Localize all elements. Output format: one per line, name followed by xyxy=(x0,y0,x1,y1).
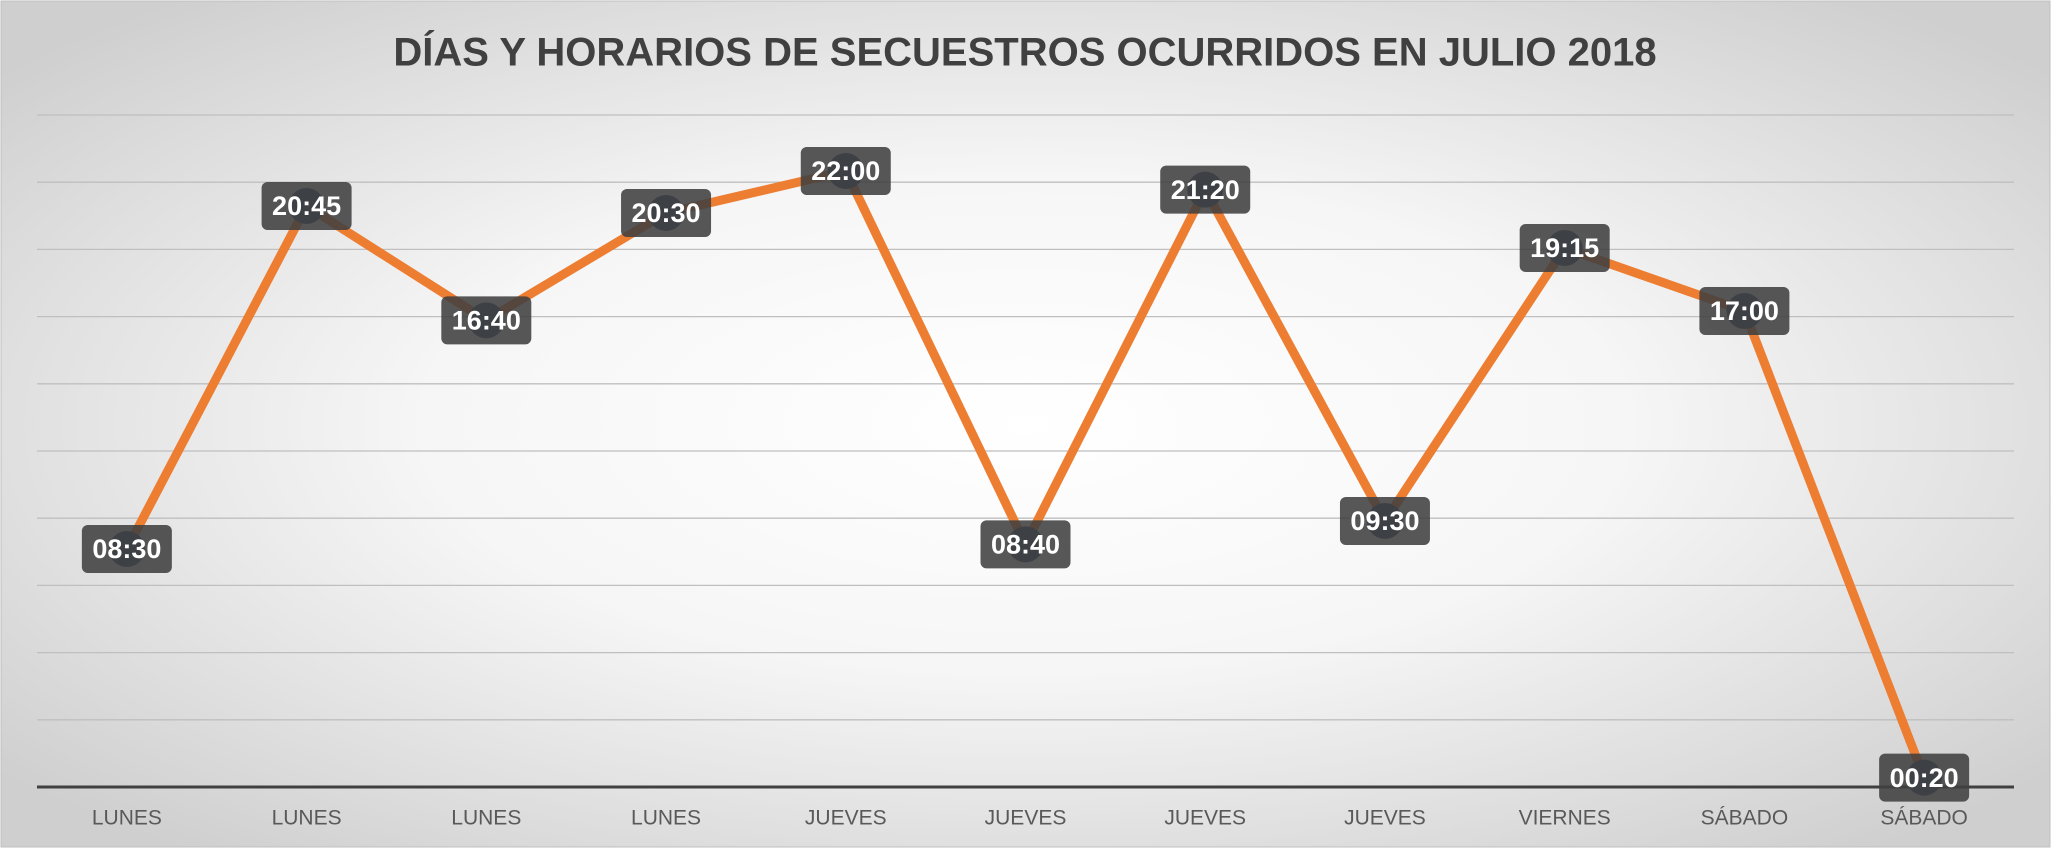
data-label: 20:45 xyxy=(272,191,341,221)
data-label-box xyxy=(441,296,532,345)
data-label-box xyxy=(1160,165,1251,214)
data-label: 00:20 xyxy=(1890,763,1959,793)
data-label: 08:30 xyxy=(92,534,161,564)
data-label-box xyxy=(1519,224,1610,272)
x-tick-label: LUNES xyxy=(92,807,162,830)
x-tick-label: SÁBADO xyxy=(1701,807,1789,830)
data-label-box xyxy=(1339,497,1430,545)
x-tick-label: SÁBADO xyxy=(1880,807,1968,830)
data-label-box xyxy=(81,525,172,573)
x-tick-label: LUNES xyxy=(631,807,701,830)
data-label: 20:30 xyxy=(632,198,701,228)
data-label-box xyxy=(980,520,1071,569)
x-tick-label: JUEVES xyxy=(985,807,1067,830)
data-label-box xyxy=(1879,753,1970,802)
data-label-box xyxy=(800,147,891,195)
data-label: 16:40 xyxy=(452,305,521,335)
data-label: 09:30 xyxy=(1350,506,1419,536)
data-label: 21:20 xyxy=(1171,175,1240,205)
x-tick-label: JUEVES xyxy=(1344,807,1426,830)
data-label-box xyxy=(621,189,712,237)
x-tick-label: JUEVES xyxy=(805,807,887,830)
data-label: 08:40 xyxy=(991,529,1060,559)
x-tick-label: LUNES xyxy=(272,807,342,830)
data-label: 19:15 xyxy=(1530,233,1599,263)
x-tick-label: JUEVES xyxy=(1164,807,1246,830)
x-tick-label: LUNES xyxy=(451,807,521,830)
data-label: 17:00 xyxy=(1710,296,1779,326)
data-label-box xyxy=(261,182,352,230)
x-tick-label: VIERNES xyxy=(1519,807,1611,830)
data-label-box xyxy=(1699,287,1790,335)
chart-title: DÍAS Y HORARIOS DE SECUESTROS OCURRIDOS … xyxy=(393,30,1656,75)
data-label: 22:00 xyxy=(811,156,880,186)
